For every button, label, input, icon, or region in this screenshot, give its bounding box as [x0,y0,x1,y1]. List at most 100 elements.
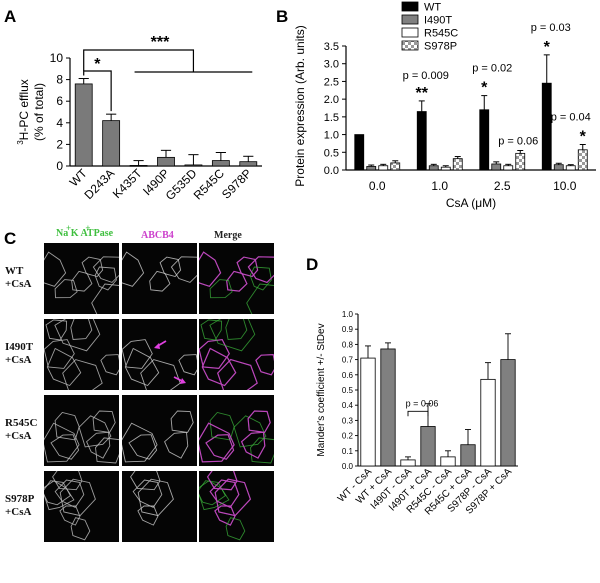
panel-a-y-label: 3H-PC efflux [16,79,31,145]
row-label-line2: +CsA [5,278,32,290]
panel-b-y-tick-label: 3.0 [324,59,339,71]
cell-outline [132,479,163,508]
panel-b-y-label: Protein expression (Arb. units) [293,25,307,186]
panel-d-y-tick-label: 0.8 [342,340,354,349]
panel-b-x-tick-label: 1.0 [431,179,448,193]
cell-outline [44,339,75,369]
cell-outline-green [199,480,226,506]
panel-a-y-tick-label: 4 [56,116,63,130]
panel-b-y-tick-label: 2.5 [324,76,339,88]
panel-d-y-tick-label: 0.6 [342,371,354,380]
panel-d-bracket [407,410,429,417]
cell-outline [122,422,158,463]
panel-b-legend-swatch [401,27,419,38]
panel-b-x-tick-label: 2.5 [494,179,511,193]
cell-outline-green [199,251,222,287]
cell-outline-magenta [247,410,271,434]
panel-d-bar [440,456,456,467]
cell-outline [137,505,159,526]
micrograph-image [130,471,174,526]
panel-b-legend-label: I490T [424,15,452,27]
cell-outline-green [250,437,274,464]
cell-outline [124,347,160,387]
micrograph-na-k [44,471,119,542]
cell-outline-green [225,517,246,541]
panel-b-legend-swatch [401,40,419,51]
panel-a-bar [102,120,121,167]
cell-outline [95,437,119,464]
panel-a-y-tick-label: 10 [50,51,64,65]
cell-outline [92,410,116,433]
panel-b-bar [479,109,490,171]
micrograph-image [122,251,197,292]
panel-b-y-tick-label: 0.5 [324,147,339,159]
panel-a-y-label-main: H-PC efflux [17,79,31,140]
micrograph-image [199,410,274,464]
panel-b-legend-label: WT [424,2,441,14]
row-label-line1: I490T [5,341,34,353]
cell-outline [130,471,161,491]
panel-b-pvalue-5: p = 0.04 [551,111,591,123]
panel-b-pvalue-3: p = 0.06 [498,136,538,148]
panel-d-bar [420,426,436,467]
panel-a-bracket-triple [83,49,195,72]
micrograph-na-k [44,395,119,466]
panel-b-stars-5: * [580,128,587,145]
cell-outline [122,339,153,369]
cell-outline-magenta [214,505,236,526]
micrograph-image [44,410,119,464]
cell-outline [44,422,80,463]
cell-outline [70,517,91,541]
panel-d-bar [500,359,516,467]
panel-b-y-tick-label: 1.0 [324,130,339,142]
cell-outline [46,347,82,387]
cell-outline [92,256,119,283]
panel-d-y-tick-label: 0.2 [342,432,354,441]
cell-outline [100,354,119,376]
panel-b-bar [553,164,564,171]
panel-a-y-label-superscript: 3 [16,140,25,145]
panel-b-bar [541,82,552,171]
panel-b-bar [440,166,451,171]
panel-a-bracket-single [83,70,112,112]
panel-b-bar [366,166,377,171]
panel-b-bar [503,165,514,171]
panel-a-triple-star: *** [151,34,170,51]
cell-outline-magenta [214,478,252,517]
panel-d-y-tick-label: 0.9 [342,325,354,334]
cell-outline-magenta [201,347,237,387]
col-label-abcb4: ABCB4 [141,230,174,241]
cell-outline [122,251,145,287]
cell-outline-magenta [247,256,274,284]
panel-b-bar [390,162,401,171]
micrograph-abcb4 [122,471,197,542]
panel-d-bar [460,444,476,467]
panel-b-y-tick-label: 0.0 [324,165,339,177]
panel-b-bar [491,163,502,171]
cell-outline [140,359,181,390]
cell-outline [164,431,189,459]
micrograph-abcb4 [122,395,197,466]
panel-a-y-tick-label: 6 [56,94,63,108]
panel-d-y-tick-label: 0.5 [342,386,354,395]
cell-outline [54,319,101,352]
micrograph-merge [199,471,274,542]
cell-outline [50,434,80,460]
panel-b-x-label: CsA (μM) [446,196,496,210]
micrograph-na-k [44,243,119,314]
panel-b-legend-label: S978P [424,41,457,53]
col-label-na-k-sup: + + [66,223,97,233]
cell-outline [128,434,158,460]
cell-outline [45,319,68,341]
cell-outline [44,251,67,287]
panel-d-y-tick-label: 0.7 [342,356,354,365]
panel-a-bar [239,161,258,167]
col-label-na-k-main: Na K ATPase [56,228,114,239]
row-label: WT +CsA [5,265,31,291]
panel-b-bar [354,134,365,171]
panel-a-y-tick-label: 2 [56,137,63,151]
micrograph-merge [199,395,274,466]
cell-outline [178,354,197,376]
panel-a-bar [129,165,148,167]
